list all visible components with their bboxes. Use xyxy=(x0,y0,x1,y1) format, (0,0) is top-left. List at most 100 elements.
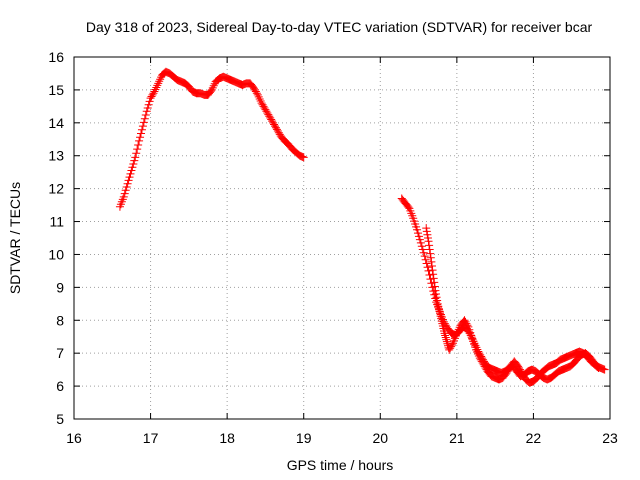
data-point xyxy=(455,323,464,332)
data-point xyxy=(141,111,150,120)
data-point xyxy=(416,238,425,247)
data-point xyxy=(423,234,432,242)
data-point xyxy=(462,319,471,328)
y-tick-label: 12 xyxy=(48,181,64,197)
data-point xyxy=(424,266,433,275)
data-point xyxy=(504,365,513,374)
data-point xyxy=(453,327,462,336)
data-point xyxy=(155,77,164,86)
y-tick-label: 8 xyxy=(56,312,64,328)
grid xyxy=(74,57,610,419)
data-point xyxy=(121,186,130,195)
data-point xyxy=(422,227,431,236)
data-point xyxy=(518,370,527,379)
data-point xyxy=(139,118,148,127)
data-point xyxy=(249,84,258,93)
data-point xyxy=(120,189,129,198)
data-point xyxy=(425,271,434,280)
data-point xyxy=(260,104,269,113)
data-point xyxy=(515,363,524,372)
x-tick-label: 20 xyxy=(372,430,388,446)
data-point xyxy=(431,289,440,298)
data-point xyxy=(460,316,469,325)
data-point xyxy=(145,97,154,106)
data-point xyxy=(206,87,215,96)
data-point xyxy=(148,90,157,99)
data-point xyxy=(125,173,134,182)
data-point xyxy=(503,367,512,376)
data-point xyxy=(140,114,149,123)
data-point xyxy=(268,117,277,126)
data-point xyxy=(259,102,268,111)
data-point xyxy=(124,176,133,185)
y-tick-label: 7 xyxy=(56,345,64,361)
data-point xyxy=(207,85,216,94)
y-tick-label: 16 xyxy=(48,49,64,65)
data-point xyxy=(431,286,440,295)
data-point xyxy=(261,105,270,114)
x-tick-label: 22 xyxy=(526,430,542,446)
data-point xyxy=(136,133,145,142)
data-point xyxy=(433,296,442,305)
data-point xyxy=(254,92,263,101)
data-point xyxy=(446,344,455,353)
data-point xyxy=(270,120,279,129)
data-point xyxy=(252,89,261,98)
data-point xyxy=(427,261,436,270)
data-point xyxy=(421,255,430,264)
data-point xyxy=(454,325,463,334)
data-point xyxy=(274,128,283,137)
data-point xyxy=(251,87,260,96)
y-tick-label: 13 xyxy=(48,148,64,164)
data-point xyxy=(419,248,428,257)
data-point xyxy=(600,365,609,374)
data-point xyxy=(423,263,432,272)
data-point xyxy=(413,225,422,234)
data-point xyxy=(135,136,144,145)
data-point xyxy=(131,153,140,162)
data-point xyxy=(269,118,278,127)
data-point xyxy=(442,337,451,346)
data-point xyxy=(128,163,137,172)
data-point xyxy=(414,232,423,241)
data-point xyxy=(430,282,439,291)
data-point xyxy=(122,182,131,191)
plot-frame xyxy=(73,56,611,420)
data-point xyxy=(481,363,490,372)
data-point xyxy=(463,321,472,330)
data-point xyxy=(447,342,456,351)
data-point xyxy=(151,85,160,94)
data-point xyxy=(417,242,426,251)
data-point xyxy=(149,89,158,98)
data-point xyxy=(422,259,431,268)
data-point xyxy=(429,270,438,279)
y-tick-label: 9 xyxy=(56,279,64,295)
data-point xyxy=(208,83,217,92)
data-point xyxy=(415,235,424,244)
x-tick-label: 17 xyxy=(143,430,159,446)
data-marks xyxy=(115,67,609,387)
data-point xyxy=(126,169,135,178)
data-point xyxy=(472,347,481,356)
data-point xyxy=(477,357,486,366)
data-point xyxy=(146,94,155,103)
y-tick-label: 6 xyxy=(56,378,64,394)
data-point xyxy=(418,245,427,254)
data-point xyxy=(473,350,482,359)
data-point xyxy=(265,112,274,121)
data-point xyxy=(445,345,454,354)
data-point xyxy=(266,113,275,122)
data-point xyxy=(137,129,145,138)
data-point xyxy=(404,203,413,212)
data-point xyxy=(150,87,159,96)
data-point xyxy=(474,352,483,361)
data-point xyxy=(427,257,436,266)
data-point xyxy=(209,81,218,90)
y-tick-label: 15 xyxy=(48,82,64,98)
x-tick-label: 21 xyxy=(449,430,465,446)
data-point xyxy=(502,368,511,377)
data-point xyxy=(517,368,526,377)
data-point xyxy=(452,329,461,338)
data-point xyxy=(143,104,152,113)
